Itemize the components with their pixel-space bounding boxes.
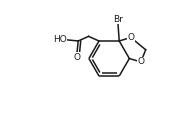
Text: Br: Br [113,15,123,24]
Text: HO: HO [53,35,67,44]
Text: O: O [127,33,134,42]
Text: O: O [73,53,81,62]
Text: O: O [137,57,144,66]
